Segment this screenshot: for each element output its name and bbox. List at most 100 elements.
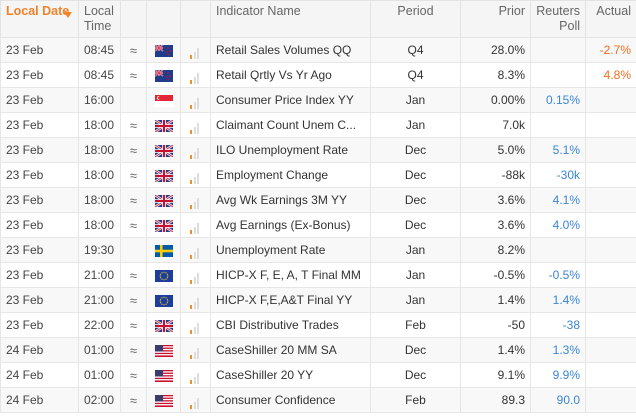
row-indicator-name[interactable]: Consumer Price Index YY — [210, 87, 371, 113]
table-row[interactable]: 23 Feb 16:00 Consumer Price Index YY Jan 0.0… — [0, 87, 636, 113]
table-row[interactable]: 23 Feb 18:00 ≈ Employment Change Dec -88k -30k — [0, 162, 636, 188]
importance-bar — [190, 54, 193, 59]
table-row[interactable]: 23 Feb 18:00 ≈ ILO Unemployment Rate Dec 5.0%… — [0, 137, 636, 163]
importance-bar — [190, 229, 193, 234]
row-indicator-name[interactable]: Avg Earnings (Ex-Bonus) — [210, 212, 371, 238]
row-indicator-name[interactable]: Unemployment Rate — [210, 237, 371, 263]
row-date: 23 Feb — [0, 112, 79, 138]
row-prior: -88k — [460, 162, 531, 188]
header-indicator-name[interactable]: Indicator Name — [210, 0, 371, 38]
importance-bar — [190, 204, 193, 209]
row-country — [146, 187, 181, 213]
volatility-icon: ≈ — [120, 387, 147, 413]
row-indicator-name[interactable]: Retail Qrtly Vs Yr Ago — [210, 62, 371, 88]
row-prior: 8.2% — [460, 237, 531, 263]
row-prior: 5.0% — [460, 137, 531, 163]
row-reuters-poll: 5.1% — [530, 137, 586, 163]
row-indicator-name[interactable]: Consumer Confidence — [210, 387, 371, 413]
row-date: 23 Feb — [0, 37, 79, 63]
uk-flag-icon — [154, 144, 173, 157]
row-period: Feb — [370, 387, 461, 413]
importance-bar — [190, 354, 193, 359]
importance-bars-icon — [190, 45, 201, 59]
header-actual[interactable]: Actual — [585, 0, 636, 38]
row-indicator-name[interactable]: Employment Change — [210, 162, 371, 188]
row-period: Dec — [370, 212, 461, 238]
importance-bar — [197, 297, 200, 309]
row-time: 21:00 — [78, 287, 121, 313]
row-date: 24 Feb — [0, 337, 79, 363]
row-period: Dec — [370, 337, 461, 363]
table-row[interactable]: 23 Feb 08:45 ≈ Retail Sales Volumes QQ Q4 28.… — [0, 37, 636, 63]
table-row[interactable]: 23 Feb 08:45 ≈ Retail Qrtly Vs Yr Ago Q4 8.3%… — [0, 62, 636, 88]
row-indicator-name[interactable]: Retail Sales Volumes QQ — [210, 37, 371, 63]
importance-bars-icon — [190, 270, 201, 284]
header-reuters-poll[interactable]: Reuters Poll — [530, 0, 586, 38]
importance-bar — [193, 201, 196, 209]
row-importance — [180, 187, 211, 213]
row-indicator-name[interactable]: ILO Unemployment Rate — [210, 137, 371, 163]
row-country — [146, 387, 181, 413]
row-reuters-poll — [530, 37, 586, 63]
row-country — [146, 287, 181, 313]
row-actual — [585, 112, 636, 138]
importance-bar — [193, 276, 196, 284]
table-row[interactable]: 24 Feb 01:00 ≈ CaseShiller 20 YY Dec 9.1% 9.9% — [0, 362, 636, 388]
row-importance — [180, 312, 211, 338]
row-period: Dec — [370, 162, 461, 188]
table-row[interactable]: 23 Feb 21:00 ≈ HICP-X F, E, A, T Final MM Ja… — [0, 262, 636, 288]
importance-bar — [193, 51, 196, 59]
row-indicator-name[interactable]: Avg Wk Earnings 3M YY — [210, 187, 371, 213]
header-local-time[interactable]: Local Time — [78, 0, 121, 38]
row-country — [146, 37, 181, 63]
row-country — [146, 112, 181, 138]
row-period: Dec — [370, 187, 461, 213]
header-period[interactable]: Period — [370, 0, 461, 38]
row-importance — [180, 262, 211, 288]
importance-bars-icon — [190, 95, 201, 109]
header-indicator-name-label: Indicator Name — [216, 4, 301, 18]
row-indicator-name[interactable]: CaseShiller 20 MM SA — [210, 337, 371, 363]
us-flag-icon — [154, 394, 173, 407]
row-period: Dec — [370, 362, 461, 388]
header-local-date[interactable]: Local Date — [0, 0, 79, 38]
row-indicator-name[interactable]: HICP-X F,E,A&T Final YY — [210, 287, 371, 313]
row-importance — [180, 362, 211, 388]
table-row[interactable]: 23 Feb 18:00 ≈ Avg Earnings (Ex-Bonus) Dec 3.… — [0, 212, 636, 238]
importance-bars-icon — [190, 345, 201, 359]
header-prior[interactable]: Prior — [460, 0, 531, 38]
row-indicator-name[interactable]: Claimant Count Unem C... — [210, 112, 371, 138]
importance-bar — [197, 322, 200, 334]
importance-bars-icon — [190, 395, 201, 409]
row-importance — [180, 37, 211, 63]
row-actual — [585, 87, 636, 113]
importance-bar — [193, 176, 196, 184]
importance-bar — [197, 72, 200, 84]
table-row[interactable]: 24 Feb 01:00 ≈ CaseShiller 20 MM SA Dec 1.4% 1… — [0, 337, 636, 363]
row-indicator-name[interactable]: HICP-X F, E, A, T Final MM — [210, 262, 371, 288]
header-actual-label: Actual — [596, 4, 631, 18]
uk-flag-icon — [154, 219, 173, 232]
table-row[interactable]: 24 Feb 02:00 ≈ Consumer Confidence Feb 89.3 90… — [0, 387, 636, 413]
row-date: 23 Feb — [0, 212, 79, 238]
row-actual — [585, 137, 636, 163]
table-row[interactable]: 23 Feb 21:00 ≈ HICP-X F,E,A&T Final YY Jan 1.… — [0, 287, 636, 313]
importance-bar — [193, 226, 196, 234]
row-importance — [180, 62, 211, 88]
table-row[interactable]: 23 Feb 18:00 ≈ Claimant Count Unem C... Jan 7… — [0, 112, 636, 138]
uk-flag-icon — [154, 194, 173, 207]
importance-bar — [197, 172, 200, 184]
row-indicator-name[interactable]: CaseShiller 20 YY — [210, 362, 371, 388]
importance-bar — [190, 279, 193, 284]
importance-bar — [193, 126, 196, 134]
row-prior: 3.6% — [460, 212, 531, 238]
table-row[interactable]: 23 Feb 22:00 ≈ CBI Distributive Trades Feb -5… — [0, 312, 636, 338]
row-indicator-name[interactable]: CBI Distributive Trades — [210, 312, 371, 338]
importance-bar — [190, 129, 193, 134]
table-row[interactable]: 23 Feb 18:00 ≈ Avg Wk Earnings 3M YY Dec 3.6%… — [0, 187, 636, 213]
row-actual — [585, 262, 636, 288]
header-volatility — [120, 0, 147, 38]
table-row[interactable]: 23 Feb 19:30 Unemployment Rate Jan 8.2% — [0, 237, 636, 263]
row-period: Jan — [370, 112, 461, 138]
importance-bar — [197, 222, 200, 234]
